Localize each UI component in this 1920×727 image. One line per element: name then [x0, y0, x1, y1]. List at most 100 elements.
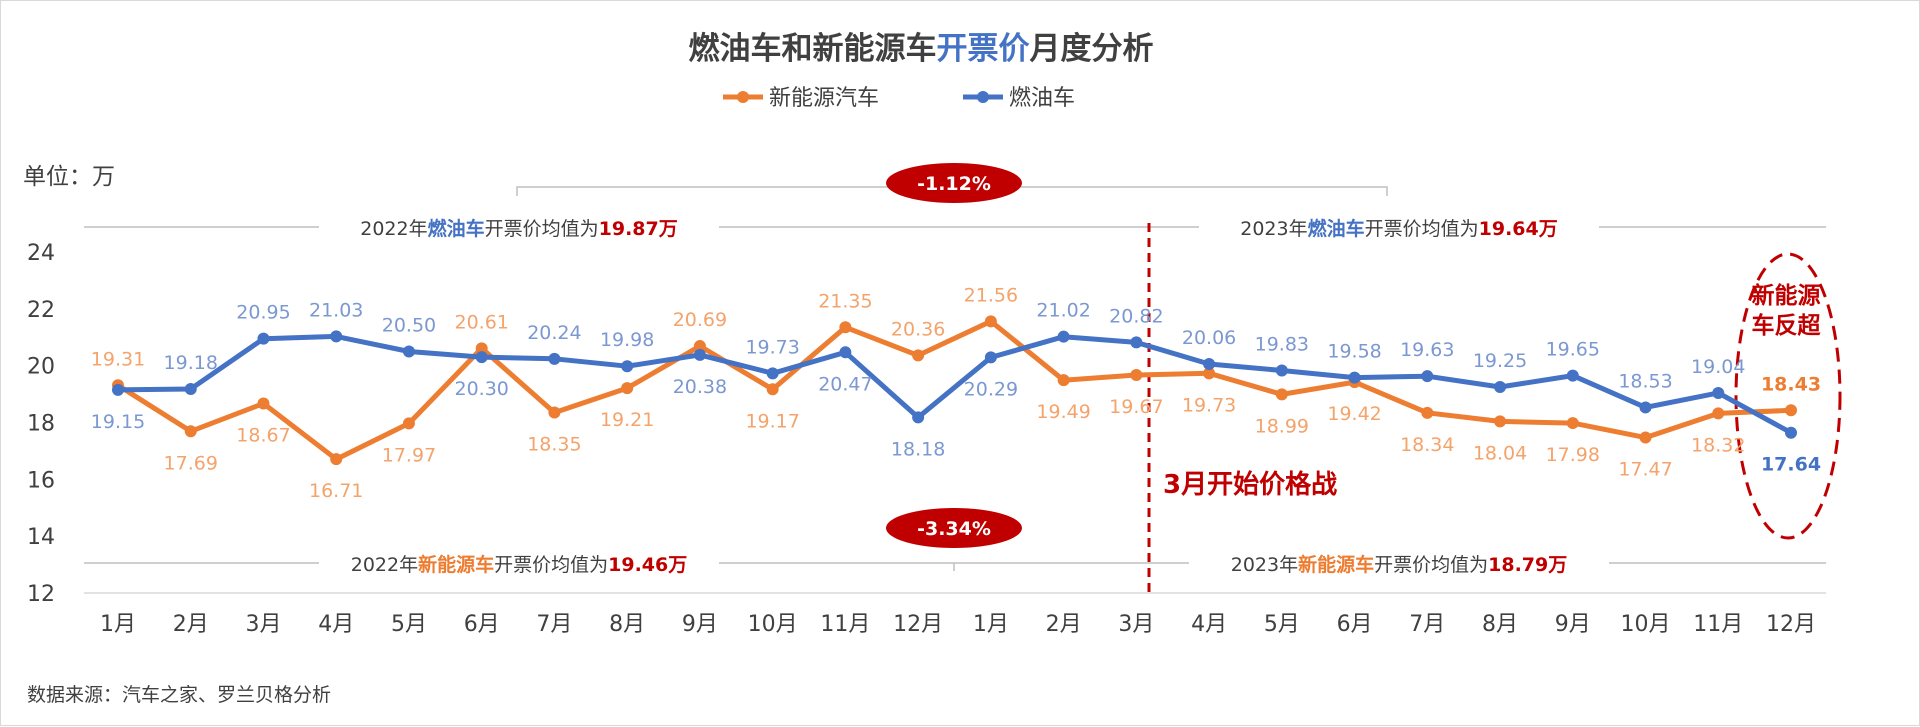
x-tick-label: 6月 — [464, 612, 500, 637]
y-tick-label: 20 — [27, 355, 55, 380]
data-label-nev: 19.42 — [1327, 403, 1381, 425]
point-fuel — [1639, 401, 1652, 414]
point-fuel — [693, 348, 706, 361]
x-tick-label: 8月 — [609, 612, 645, 637]
point-fuel — [548, 352, 561, 365]
x-tick-label: 5月 — [1264, 612, 1300, 637]
x-axis: 1月 2月 3月 4月 5月 6月 7月 8月 9月 10月 11月 12月 1月 2月 3月 4月 5月 6月 7… — [100, 612, 1816, 637]
y-tick-label: 18 — [27, 412, 55, 437]
data-label-fuel: 19.73 — [745, 336, 799, 358]
y-tick-label: 22 — [27, 298, 55, 323]
data-label-fuel: 20.95 — [236, 302, 290, 324]
point-nev — [839, 321, 852, 334]
x-tick-label: 1月 — [100, 612, 136, 637]
series-line-nev — [116, 318, 1792, 462]
x-tick-label: 6月 — [1337, 612, 1373, 637]
data-label-fuel: 19.63 — [1400, 339, 1454, 361]
x-tick-label: 7月 — [536, 612, 572, 637]
reversal-label-2: 车反超 — [1752, 312, 1822, 339]
point-fuel — [330, 330, 343, 343]
fuel-change-pill — [886, 163, 1022, 203]
x-tick-label: 9月 — [682, 612, 718, 637]
data-label-fuel: 19.18 — [164, 352, 218, 374]
y-tick-label: 24 — [27, 241, 55, 266]
data-label-nev: 17.47 — [1618, 459, 1672, 481]
data-label-nev: 18.34 — [1400, 434, 1454, 456]
point-nev — [1421, 406, 1434, 419]
data-label-nev: 17.98 — [1546, 444, 1600, 466]
x-tick-label: 9月 — [1555, 612, 1591, 637]
data-label-nev: 20.61 — [454, 311, 508, 333]
data-label-fuel: 20.29 — [964, 378, 1018, 400]
x-tick-label: 3月 — [245, 612, 281, 637]
data-label-nev: 18.32 — [1691, 434, 1745, 456]
point-nev — [912, 349, 925, 362]
legend-dot-fuel — [977, 91, 989, 103]
x-tick-label: 11月 — [820, 612, 870, 637]
nev-2023-bg — [1189, 549, 1609, 577]
data-label-nev: 18.04 — [1473, 442, 1527, 464]
nev-change-label: -3.34% — [917, 518, 991, 540]
data-label-fuel: 18.18 — [891, 438, 945, 460]
point-fuel — [1275, 364, 1288, 377]
point-nev — [1494, 415, 1507, 428]
data-label-nev: 18.67 — [236, 424, 290, 446]
chart-title: 燃油车和新能源车开票价月度分析 — [689, 31, 1154, 67]
data-label-nev: 16.71 — [309, 480, 363, 502]
point-nev — [402, 417, 415, 430]
data-label-fuel: 19.58 — [1327, 341, 1381, 363]
point-nev — [257, 397, 270, 410]
reversal-label-1: 新能源 — [1752, 282, 1821, 309]
point-fuel — [112, 383, 124, 396]
data-label-nev: 21.56 — [964, 284, 1018, 306]
point-fuel — [1712, 386, 1725, 399]
point-nev — [1057, 374, 1070, 387]
x-tick-label: 3月 — [1118, 612, 1154, 637]
fuel-2022-avg-label: 2022年燃油车开票价均值为19.87万 — [360, 217, 678, 240]
data-label-nev: 19.67 — [1109, 396, 1163, 418]
point-fuel — [1057, 330, 1070, 343]
point-fuel — [912, 411, 925, 424]
nev-2022-bg — [319, 549, 719, 577]
x-tick-label: 5月 — [391, 612, 427, 637]
point-nev — [693, 340, 706, 353]
x-tick-label: 12月 — [893, 612, 943, 637]
point-nev — [984, 315, 997, 328]
x-tick-label: 1月 — [973, 612, 1009, 637]
point-nev — [184, 425, 197, 438]
point-fuel — [984, 351, 997, 364]
y-tick-label: 12 — [27, 582, 55, 607]
fuel-2022-bg — [319, 213, 719, 241]
data-label-nev: 17.69 — [164, 452, 218, 474]
x-tick-label: 8月 — [1482, 612, 1518, 637]
x-tick-label: 10月 — [748, 612, 798, 637]
series-line-fuel — [117, 333, 1793, 435]
nev-change-pill — [886, 508, 1022, 548]
point-nev — [621, 382, 634, 395]
data-label-nev: 19.49 — [1036, 401, 1090, 423]
point-fuel — [184, 382, 197, 395]
data-label-fuel: 19.65 — [1546, 339, 1600, 361]
point-fuel — [1785, 426, 1797, 439]
reversal-highlight — [1734, 252, 1842, 540]
point-fuel — [402, 345, 415, 358]
nev-2023-avg-label: 2023年新能源车开票价均值为18.79万 — [1231, 553, 1568, 576]
y-axis: 12 14 16 18 20 22 24 — [27, 241, 55, 607]
x-tick-label: 10月 — [1621, 612, 1671, 637]
point-fuel — [1203, 357, 1216, 370]
series-layer — [112, 315, 1797, 466]
point-fuel — [257, 332, 270, 345]
price-war-label: 3月开始价格战 — [1163, 469, 1337, 500]
data-label-fuel: 21.03 — [309, 299, 363, 321]
point-nev — [1130, 369, 1143, 382]
point-fuel — [1421, 370, 1434, 383]
point-nev — [1275, 388, 1288, 401]
x-tick-label: 2月 — [173, 612, 209, 637]
data-label-fuel: 19.15 — [91, 411, 145, 433]
source-note: 数据来源：汽车之家、罗兰贝格分析 — [27, 684, 331, 706]
data-label-fuel: 20.47 — [818, 373, 872, 395]
point-nev — [1203, 367, 1216, 380]
data-label-fuel: 20.38 — [673, 376, 727, 398]
